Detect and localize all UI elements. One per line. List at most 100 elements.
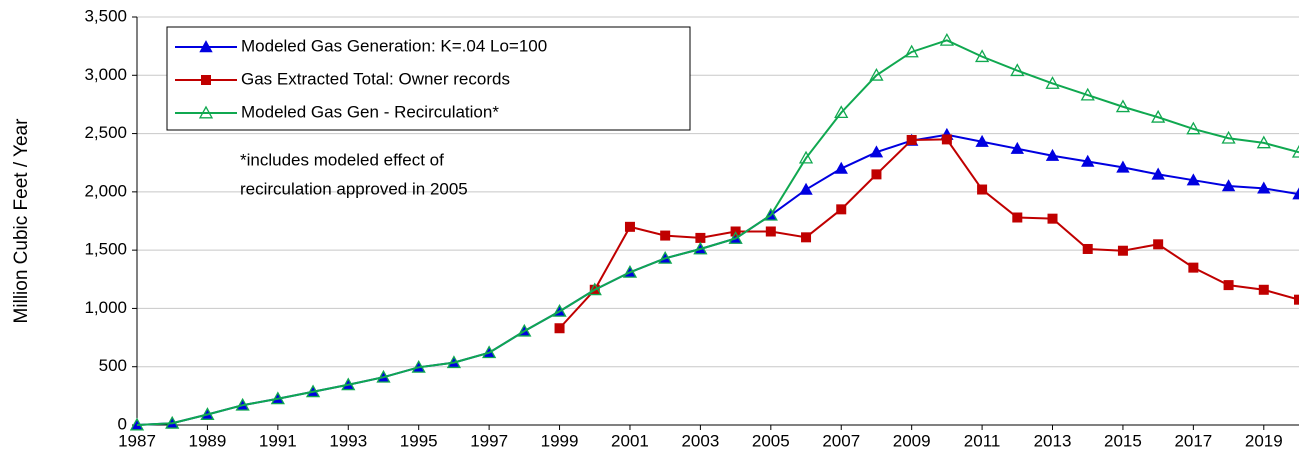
marker: [624, 221, 635, 232]
x-tick-label: 2007: [822, 431, 860, 450]
marker: [693, 241, 708, 255]
legend-box: [166, 26, 691, 131]
marker: [1117, 245, 1128, 256]
y-axis-label: Million Cubic Feet / Year: [11, 118, 32, 324]
marker: [446, 355, 462, 369]
x-tick-label: 1995: [400, 431, 438, 450]
x-tick-label: 2019: [1245, 431, 1283, 450]
x-tick-label: 1997: [470, 431, 508, 450]
marker: [165, 415, 180, 429]
marker: [1291, 144, 1299, 158]
x-tick-label: 1991: [259, 431, 297, 450]
marker: [1047, 213, 1058, 224]
marker: [552, 304, 567, 317]
marker: [801, 232, 812, 243]
marker: [1115, 99, 1131, 113]
marker: [834, 161, 848, 174]
marker: [200, 407, 215, 420]
x-tick-label: 2015: [1104, 431, 1142, 450]
marker: [941, 134, 952, 145]
marker: [235, 397, 250, 411]
marker: [1012, 212, 1023, 223]
x-tick-label: 1999: [541, 431, 579, 450]
marker: [1045, 148, 1060, 161]
marker: [728, 231, 743, 244]
marker: [1082, 243, 1093, 254]
marker: [1258, 284, 1269, 295]
marker: [836, 204, 847, 215]
marker: [834, 105, 849, 119]
marker: [341, 377, 356, 391]
marker: [201, 75, 211, 85]
marker: [376, 369, 391, 383]
marker: [658, 250, 673, 264]
marker: [939, 32, 954, 46]
y-tick-label: 0: [118, 414, 127, 433]
x-tick-label: 2011: [964, 431, 1001, 450]
y-tick-label: 1,500: [84, 240, 127, 259]
y-tick-label: 3,500: [84, 6, 127, 25]
marker: [1081, 154, 1095, 167]
marker: [799, 182, 813, 195]
marker: [977, 184, 988, 195]
x-tick-label: 1993: [329, 431, 367, 450]
marker: [1153, 239, 1164, 250]
marker: [1045, 76, 1060, 89]
marker: [763, 207, 778, 221]
marker: [904, 44, 919, 58]
marker: [1221, 130, 1236, 144]
marker: [587, 282, 602, 296]
marker: [871, 169, 882, 180]
marker: [198, 105, 214, 119]
x-tick-label: 2001: [611, 431, 649, 450]
annotation: recirculation approved in 2005: [240, 179, 468, 198]
marker: [622, 264, 638, 278]
legend-label: Modeled Gas Generation: K=.04 Lo=100: [241, 36, 547, 55]
marker: [869, 145, 884, 158]
x-tick-label: 1987: [118, 431, 156, 450]
marker: [1223, 280, 1234, 291]
legend-label: Gas Extracted Total: Owner records: [241, 69, 510, 88]
marker: [1188, 262, 1199, 273]
marker: [975, 134, 989, 147]
x-tick-label: 2009: [893, 431, 931, 450]
marker: [305, 384, 321, 398]
legend-label: Modeled Gas Gen - Recirculation*: [241, 102, 499, 121]
y-tick-label: 1,000: [84, 298, 127, 317]
marker: [974, 49, 990, 63]
x-tick-label: 2017: [1174, 431, 1212, 450]
series-line: [136, 133, 1299, 426]
marker: [1257, 181, 1271, 194]
series-line: [558, 138, 1299, 329]
marker: [1151, 167, 1165, 180]
y-tick-label: 500: [99, 356, 127, 375]
marker: [411, 359, 426, 373]
marker: [1256, 135, 1271, 149]
series-line: [136, 39, 1299, 426]
marker: [1080, 87, 1095, 101]
legend: Modeled Gas Generation: K=.04 Lo=100 Gas …: [166, 26, 691, 131]
annotation: *includes modeled effect of: [240, 150, 444, 169]
x-tick-label: 2013: [1034, 431, 1072, 450]
marker: [1292, 187, 1299, 200]
marker: [1186, 173, 1201, 186]
marker: [129, 417, 145, 431]
marker: [798, 150, 814, 164]
y-tick-label: 2,500: [84, 123, 127, 142]
marker: [1116, 160, 1130, 173]
marker: [199, 40, 213, 53]
y-tick-label: 2,000: [84, 181, 127, 200]
marker: [906, 134, 917, 145]
marker: [554, 323, 565, 334]
marker: [517, 323, 532, 337]
y-tick-label: 3,000: [84, 65, 127, 84]
x-tick-label: 2003: [681, 431, 719, 450]
marker: [1010, 141, 1024, 154]
marker: [1010, 63, 1025, 77]
marker: [695, 232, 706, 243]
marker: [660, 230, 671, 241]
marker: [1221, 179, 1236, 192]
marker: [482, 345, 497, 359]
marker: [765, 226, 776, 237]
